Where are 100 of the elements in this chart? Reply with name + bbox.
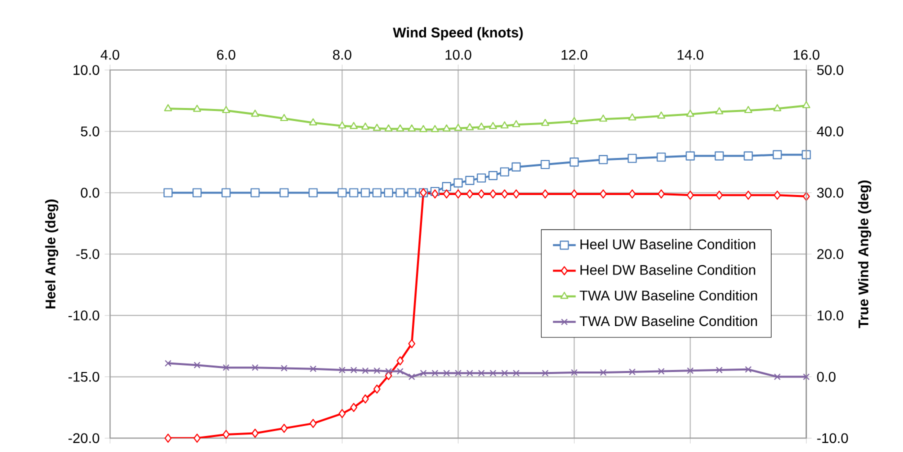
x-tick-label: 4.0 <box>100 50 120 60</box>
point <box>773 104 782 112</box>
point <box>372 188 382 198</box>
point <box>686 367 694 374</box>
y-tick-label: -15.0 <box>68 372 100 382</box>
y2-tick-label: 30.0 <box>817 188 844 198</box>
point <box>599 114 608 122</box>
point <box>407 188 416 198</box>
x-tick-label: 10.0 <box>446 50 472 60</box>
point <box>542 370 549 376</box>
point <box>164 188 173 198</box>
point <box>570 189 578 198</box>
point <box>193 104 202 112</box>
legend-label: TWA DW Baseline Condition <box>580 316 757 326</box>
point <box>280 188 289 198</box>
point <box>194 434 201 443</box>
point <box>744 366 752 373</box>
point <box>361 122 370 130</box>
point <box>396 124 404 132</box>
point <box>280 114 288 121</box>
point <box>338 188 347 198</box>
y-tick-label: -20.0 <box>68 433 100 444</box>
point <box>373 384 380 394</box>
point <box>350 366 358 374</box>
point <box>686 190 694 200</box>
point <box>772 150 782 160</box>
point <box>501 370 508 376</box>
point <box>628 154 637 163</box>
point <box>744 106 752 113</box>
point <box>500 167 510 176</box>
point <box>477 122 486 130</box>
point <box>338 366 346 374</box>
point <box>570 157 579 167</box>
legend-label: Heel UW Baseline Condition <box>580 238 756 250</box>
point <box>570 369 578 376</box>
y-tick-label: -10.0 <box>68 310 100 320</box>
point <box>222 364 230 371</box>
point <box>250 188 260 198</box>
point <box>454 124 462 131</box>
point <box>501 189 508 198</box>
point <box>396 356 404 366</box>
point <box>164 104 172 112</box>
point <box>465 176 474 185</box>
point <box>478 370 485 376</box>
point <box>478 189 485 198</box>
point <box>350 402 358 412</box>
point <box>715 107 724 114</box>
point <box>372 124 381 131</box>
point <box>628 189 636 198</box>
point <box>280 424 288 433</box>
y2-tick-label: 0.0 <box>817 372 836 382</box>
y-tick-label: 0.0 <box>80 188 100 198</box>
point <box>192 188 202 198</box>
point <box>374 367 380 374</box>
point <box>309 118 318 126</box>
point <box>385 368 392 375</box>
point <box>164 434 172 443</box>
point <box>598 154 608 164</box>
point <box>774 373 781 380</box>
point <box>396 188 405 198</box>
point <box>488 170 498 180</box>
point <box>656 152 666 162</box>
point <box>454 189 462 198</box>
point <box>512 370 520 376</box>
point <box>396 368 404 375</box>
y2-tick-label: 20.0 <box>817 249 844 259</box>
point <box>512 120 520 128</box>
point <box>774 190 781 200</box>
point <box>512 189 520 198</box>
legend-label: TWA UW Baseline Condition <box>580 290 757 300</box>
point <box>686 110 694 117</box>
point <box>408 339 416 348</box>
point <box>164 360 172 367</box>
point <box>194 362 200 368</box>
x-tick-label: 16.0 <box>794 50 820 60</box>
point <box>431 189 439 198</box>
point <box>310 418 317 428</box>
point <box>466 189 474 198</box>
point <box>443 189 450 198</box>
point <box>542 189 549 198</box>
point <box>442 124 451 132</box>
point <box>489 189 497 198</box>
point <box>476 173 486 182</box>
point <box>420 370 427 376</box>
x-tick-label: 8.0 <box>333 50 352 60</box>
point <box>658 189 665 198</box>
point <box>430 124 439 132</box>
point <box>360 188 370 198</box>
point <box>222 106 230 113</box>
point <box>222 188 231 198</box>
point <box>349 188 358 198</box>
point <box>442 182 452 192</box>
point <box>222 430 230 439</box>
point <box>600 369 607 376</box>
y-tick-label: 10.0 <box>74 64 100 75</box>
point <box>716 366 723 374</box>
point <box>454 370 462 376</box>
point <box>716 190 723 200</box>
y2-tick-label: -10.0 <box>817 433 848 444</box>
point <box>280 364 288 372</box>
